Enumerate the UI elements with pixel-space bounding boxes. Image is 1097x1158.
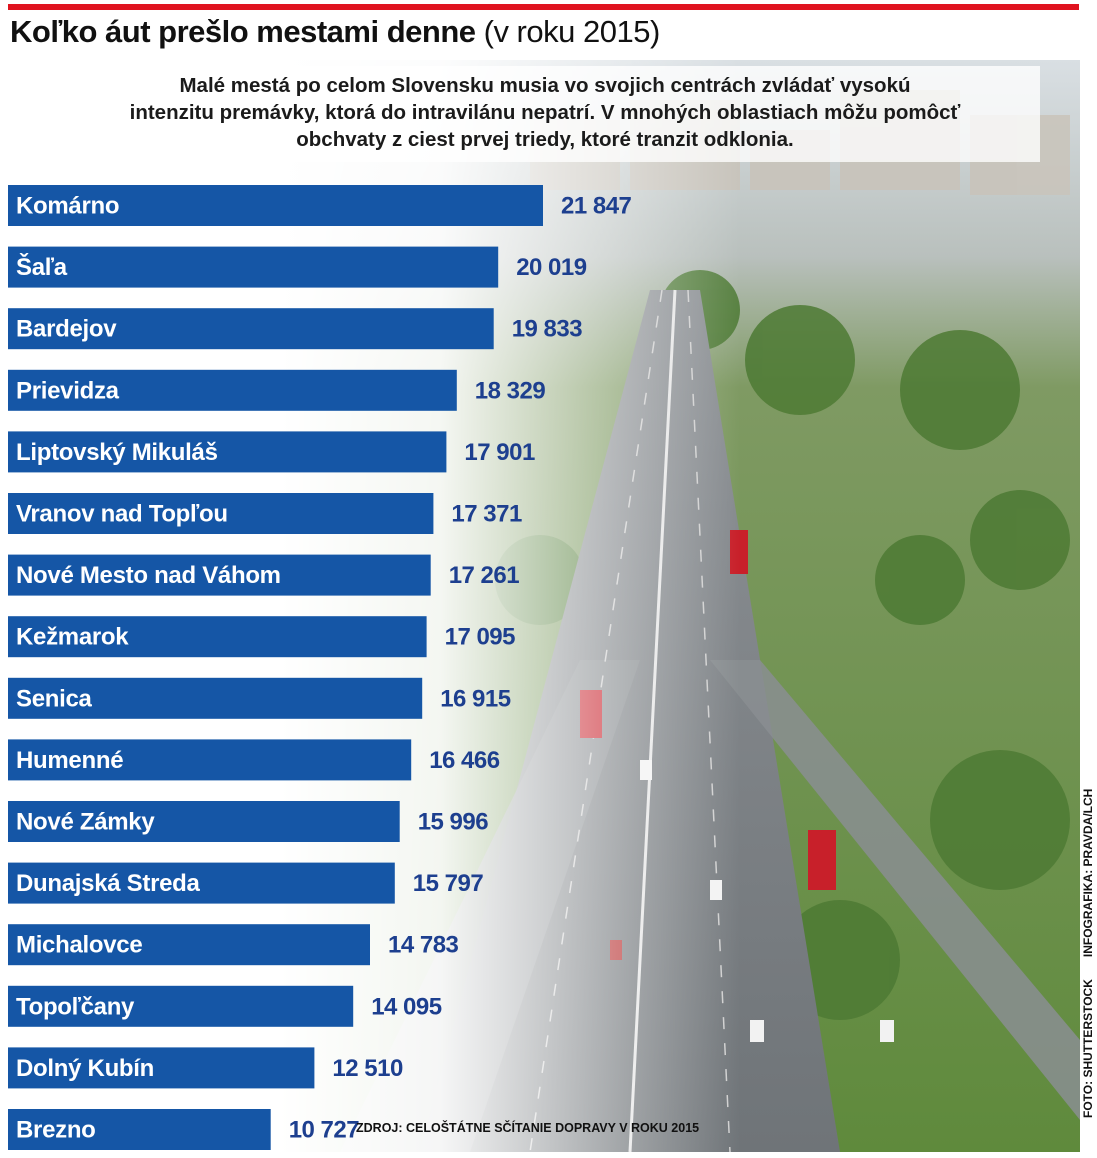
bar-category-label: Michalovce [16,932,142,959]
bar [8,739,412,781]
bar-value-label: 17 095 [445,624,516,651]
bar-group: Dolný Kubín 12 510 [8,1047,403,1089]
bar-value-label: 17 371 [451,501,522,528]
bar-value-label: 10 727 [289,1117,360,1144]
intro-line-2: intenzitu premávky, ktorá do intravilánu… [129,101,961,124]
bar [8,801,400,842]
bar [8,246,499,288]
intro-backdrop [60,66,1040,162]
bar [8,1109,271,1150]
bar-category-label: Komárno [16,193,119,220]
bar-group: Nové Zámky 15 996 [8,801,489,842]
bar [8,431,447,473]
bar-group: Senica 16 915 [8,677,511,719]
bar-group: Bardejov 19 833 [8,308,583,350]
bar-group: Brezno 10 727 [8,1109,360,1150]
bar-category-label: Dunajská Streda [16,870,201,897]
bar [8,185,543,226]
bar-group: Šaľa 20 019 [8,246,587,288]
intro-line-3: obchvaty z ciest prvej triedy, ktoré tra… [296,128,794,151]
bar-group: Liptovský Mikuláš 17 901 [8,431,535,473]
bar-category-label: Bardejov [16,316,117,343]
bar-value-label: 19 833 [512,316,583,343]
bar-group: Komárno 21 847 [8,185,632,226]
credits: FOTO: SHUTTERSTOCK INFOGRAFIKA: PRAVDA/LC… [1081,789,1095,1140]
bar-value-label: 15 797 [413,870,484,897]
source-note: ZDROJ: CELOŠTÁTNE SČÍTANIE DOPRAVY V ROK… [356,1121,700,1135]
intro-paragraph: Malé mestá po celom Slovensku musia vo s… [40,72,1050,153]
intro-line-1: Malé mestá po celom Slovensku musia vo s… [179,74,911,97]
bar-value-label: 18 329 [475,377,546,404]
bar-category-label: Liptovský Mikuláš [16,439,218,466]
bar-value-label: 21 847 [561,193,632,220]
bar-group: Kežmarok 17 095 [8,616,516,658]
bar-group: Prievidza 18 329 [8,369,546,411]
bar-category-label: Šaľa [16,253,68,281]
bar [8,677,423,719]
title-main: Koľko áut prešlo mestami denne [10,14,476,49]
bar-category-label: Kežmarok [16,624,129,651]
bar [8,308,494,350]
bar-group: Nové Mesto nad Váhom 17 261 [8,554,520,596]
bar-category-label: Topoľčany [16,993,135,1020]
bar-value-label: 16 466 [429,747,500,774]
bar-value-label: 16 915 [440,685,511,712]
bar-category-label: Prievidza [16,377,120,404]
bar-group: Topoľčany 14 095 [8,985,442,1027]
photo-white-fade [280,60,740,1152]
bar [8,924,370,966]
bar-value-label: 17 261 [449,562,520,589]
bar-value-label: 17 901 [464,439,535,466]
bar [8,616,427,658]
bar-category-label: Nové Zámky [16,809,155,836]
bar-group: Dunajská Streda 15 797 [8,862,484,904]
bar-group: Michalovce 14 783 [8,924,459,966]
bar-category-label: Dolný Kubín [16,1055,154,1082]
bar-category-label: Humenné [16,747,123,774]
bar-value-label: 12 510 [332,1055,403,1082]
infographic-credit: INFOGRAFIKA: PRAVDA/LCH [1081,788,1095,958]
bar-group: Humenné 16 466 [8,739,500,781]
bar [8,1047,315,1089]
bar [8,554,431,596]
page-title: Koľko áut prešlo mestami denne (v roku 2… [10,12,660,52]
title-subtitle: (v roku 2015) [483,14,661,49]
bar-value-label: 20 019 [516,254,587,281]
bar [8,985,354,1027]
bar-value-label: 15 996 [418,809,489,836]
bar [8,493,434,534]
bar-category-label: Brezno [16,1117,96,1144]
bar-category-label: Vranov nad Topľou [16,501,228,528]
photo-credit: FOTO: SHUTTERSTOCK [1081,979,1095,1118]
bar [8,369,457,411]
bar-category-label: Senica [16,685,93,712]
bar-value-label: 14 095 [371,993,442,1020]
bar-category-label: Nové Mesto nad Váhom [16,562,281,589]
top-accent-rule [8,4,1079,10]
bar-group: Vranov nad Topľou 17 371 [8,493,522,534]
bar-value-label: 14 783 [388,932,459,959]
bar [8,862,395,904]
